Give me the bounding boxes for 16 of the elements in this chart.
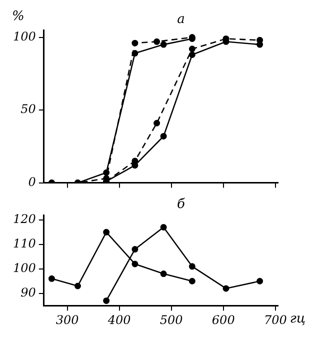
y-tick-label: 100 bbox=[13, 260, 36, 275]
chart-title: а bbox=[177, 12, 185, 27]
y-axis-title: % bbox=[12, 8, 24, 24]
x-tick-label: 500 bbox=[160, 312, 184, 327]
y-tick-label: 50 bbox=[20, 102, 36, 116]
chart-title: б bbox=[176, 196, 185, 212]
x-tick-label: 400 bbox=[106, 312, 132, 327]
y-tick-label: 0 bbox=[28, 174, 36, 189]
y-tick-label: 90 bbox=[20, 285, 36, 300]
x-tick-label: 600 bbox=[212, 312, 236, 327]
y-tick-label: 120 bbox=[13, 212, 36, 226]
x-axis-title: гц bbox=[290, 311, 306, 326]
y-tick-label: 110 bbox=[13, 236, 36, 251]
x-tick-label: 700 bbox=[264, 312, 288, 327]
y-tick-label: 100 bbox=[13, 29, 36, 44]
x-tick-label: 300 bbox=[56, 312, 80, 327]
